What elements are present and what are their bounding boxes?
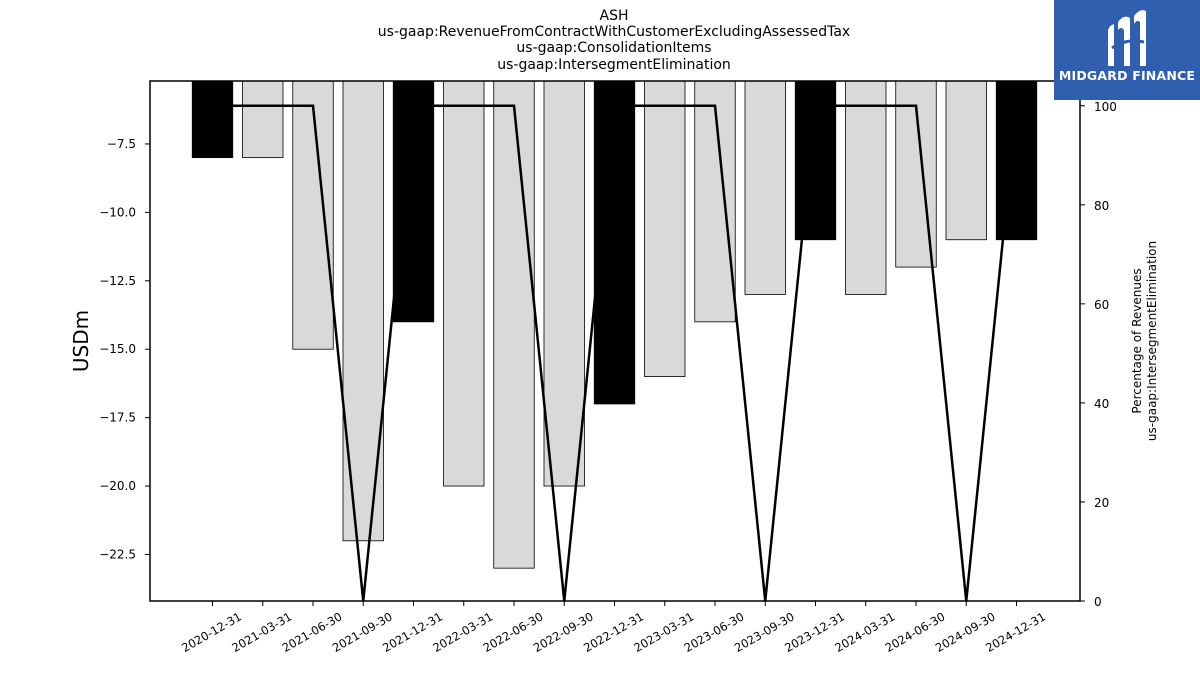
chart-title: ASH us-gaap:RevenueFromContractWithCusto… (378, 8, 850, 73)
y-axis-label-left: USDm (69, 310, 93, 372)
midgard-finance-logo: MIDGARD FINANCE (1054, 0, 1200, 100)
bar-2021-12-31 (392, 80, 435, 323)
x-axis: 2020-12-312021-03-312021-06-302021-09-30… (179, 601, 1048, 655)
bar-2023-06-30 (694, 80, 736, 323)
title-line-2: us-gaap:RevenueFromContractWithCustomerE… (378, 24, 850, 40)
y-left-tick-label-1: −10.0 (99, 205, 136, 219)
y-right-tick-label-1: 20 (1094, 496, 1109, 510)
y-right-tick-label-5: 100 (1094, 100, 1117, 114)
y-right-tick-label-4: 80 (1094, 199, 1109, 213)
title-line-1: ASH (600, 8, 629, 24)
bar-2023-09-30 (744, 80, 786, 295)
y-right-tick-label-3: 60 (1094, 298, 1109, 312)
bar-2021-06-30 (292, 80, 334, 350)
title-line-3: us-gaap:ConsolidationItems (516, 40, 711, 56)
bar-2023-03-31 (644, 80, 686, 377)
percentage-series-line (212, 104, 1018, 602)
y-axis-left: −7.5 −10.0 −12.5 −15.0 −17.5 −20.0 −22.5 (99, 137, 150, 561)
y-right-tick-label-2: 40 (1094, 397, 1109, 411)
y-axis-label-right-line-2: us-gaap:IntersegmentElimination (1145, 241, 1159, 441)
y-left-tick-label-5: −20.0 (99, 479, 136, 493)
logo-text: MIDGARD FINANCE (1058, 68, 1196, 83)
bar-2024-09-30 (945, 80, 987, 241)
logo-mark-icon (1108, 10, 1146, 66)
y-left-tick-label-6: −22.5 (99, 547, 136, 561)
bar-2022-03-31 (443, 80, 485, 487)
bar-2022-12-31 (593, 80, 636, 405)
y-left-tick-label-2: −12.5 (99, 274, 136, 288)
bar-2022-06-30 (493, 80, 535, 569)
bar-2024-12-31 (995, 80, 1038, 241)
percentage-line-layer (212, 104, 1018, 602)
y-right-tick-label-0: 0 (1094, 595, 1102, 609)
y-axis-right: 0 20 40 60 80 100 (1080, 100, 1117, 609)
bar-2024-03-31 (845, 80, 887, 295)
y-axis-label-right-line-1: Percentage of Revenues (1130, 268, 1144, 413)
y-left-tick-label-3: −15.0 (99, 342, 136, 356)
y-left-tick-label-4: −17.5 (99, 411, 136, 425)
y-left-tick-label-0: −7.5 (107, 137, 136, 151)
title-line-4: us-gaap:IntersegmentElimination (497, 57, 731, 73)
bar-2021-03-31 (242, 80, 284, 159)
bar-2022-09-30 (543, 80, 585, 487)
bar-2020-12-31 (191, 80, 234, 159)
